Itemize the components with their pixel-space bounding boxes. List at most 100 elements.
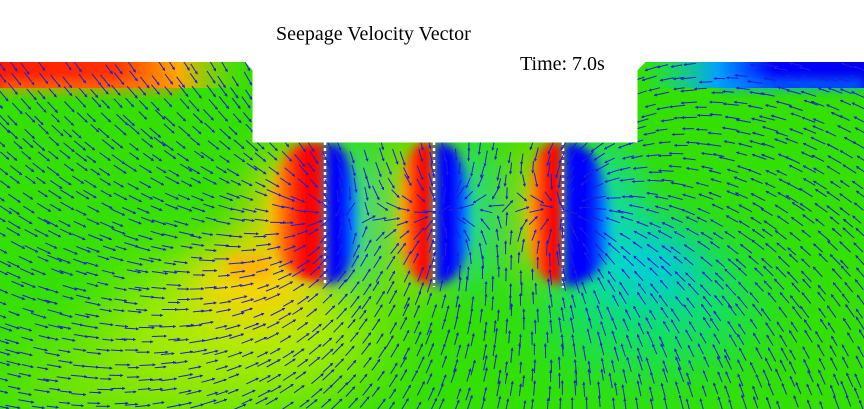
vector-arrow	[531, 291, 535, 305]
vector-arrow	[0, 245, 8, 254]
vector-arrow	[603, 143, 616, 150]
vector-arrow	[643, 131, 656, 136]
vector-arrow	[680, 76, 697, 81]
vector-arrow	[351, 164, 356, 177]
vector-arrow	[62, 62, 72, 71]
vector-arrow	[617, 143, 630, 149]
vector-arrow	[604, 252, 616, 265]
vector-arrow	[123, 234, 139, 241]
vector-arrow	[837, 77, 850, 83]
vector-arrow	[653, 91, 670, 97]
vector-arrow	[153, 136, 166, 147]
vector-arrow	[457, 162, 461, 175]
vector-arrow	[64, 101, 75, 113]
vector-arrow	[91, 73, 102, 86]
vector-arrow	[654, 195, 669, 200]
vector-arrow	[812, 180, 827, 190]
vector-arrow	[761, 153, 775, 160]
vector-arrow	[509, 229, 513, 245]
vector-arrow	[306, 140, 315, 153]
vector-arrow	[128, 218, 142, 225]
vector-arrow	[550, 173, 554, 190]
vector-arrow	[711, 203, 724, 210]
vector-arrow	[9, 175, 20, 184]
vector-arrow	[239, 194, 254, 201]
vector-arrow	[337, 224, 343, 240]
vector-arrow	[555, 250, 560, 266]
vector-arrow	[290, 222, 306, 227]
vector-arrow	[63, 116, 74, 126]
vector-arrow	[294, 154, 306, 167]
vector-arrow	[241, 248, 257, 252]
vector-arrow	[387, 177, 395, 189]
vector-arrow	[628, 194, 646, 198]
vector-arrow	[534, 282, 538, 295]
vector-arrow	[480, 218, 491, 231]
vector-arrow	[567, 187, 575, 200]
vector-arrow	[125, 97, 135, 108]
vector-arrow	[189, 137, 201, 146]
vector-arrow	[13, 141, 23, 150]
plot-title: Seepage Velocity Vector	[276, 23, 471, 45]
vector-arrow	[126, 260, 143, 266]
vector-arrow	[548, 252, 552, 267]
vector-arrow	[254, 218, 269, 223]
vector-arrow	[112, 228, 126, 235]
vector-arrow	[101, 139, 115, 150]
vector-arrow	[243, 218, 255, 223]
vector-arrow	[468, 251, 472, 265]
vector-arrow	[582, 242, 591, 255]
vector-arrow	[606, 169, 620, 175]
vector-arrow	[816, 76, 828, 82]
vector-arrow	[177, 152, 190, 162]
vector-arrow	[801, 116, 816, 123]
vector-arrow	[826, 191, 841, 202]
vector-arrow	[826, 165, 841, 175]
vector-arrow	[546, 161, 551, 178]
vector-arrow	[165, 222, 178, 228]
vector-arrow	[710, 178, 722, 183]
vector-arrow	[401, 195, 413, 203]
vector-arrow	[839, 180, 850, 188]
vector-arrow	[113, 164, 127, 174]
vector-arrow	[320, 217, 332, 227]
vector-arrow	[73, 220, 87, 228]
vector-arrow	[494, 147, 498, 160]
vector-arrow	[156, 166, 167, 174]
vector-arrow	[548, 385, 552, 402]
vector-arrow	[593, 152, 606, 161]
vector-arrow	[464, 190, 474, 200]
vector-arrow	[164, 262, 177, 266]
vector-arrow	[39, 72, 49, 85]
vector-arrow	[413, 227, 425, 240]
vector-arrow	[607, 242, 621, 254]
vector-arrow	[191, 256, 203, 260]
vector-arrow	[206, 84, 217, 98]
vector-arrow	[619, 232, 631, 240]
vector-arrow	[7, 220, 21, 229]
vector-arrow	[775, 131, 788, 137]
vector-arrow	[335, 255, 346, 270]
vector-arrow	[465, 177, 471, 189]
vector-arrow	[810, 100, 825, 107]
vector-arrow	[226, 168, 240, 177]
vector-arrow	[365, 174, 371, 190]
vector-arrow	[245, 123, 254, 133]
vector-arrow	[683, 244, 695, 253]
vector-arrow	[466, 266, 470, 281]
vector-arrow	[404, 173, 412, 187]
vector-arrow	[831, 227, 843, 237]
vector-arrow	[715, 259, 726, 268]
vector-arrow	[533, 359, 537, 374]
vector-arrow	[605, 196, 621, 200]
vector-arrow	[670, 181, 684, 186]
vector-arrow	[566, 176, 575, 190]
vector-arrow	[191, 206, 206, 213]
vector-arrow	[790, 216, 804, 227]
vector-arrow	[396, 220, 409, 226]
vector-arrow	[788, 105, 803, 111]
vector-arrow	[823, 76, 837, 82]
vector-arrow	[127, 123, 140, 135]
vector-arrow	[455, 185, 465, 200]
vector-arrow	[558, 397, 563, 409]
